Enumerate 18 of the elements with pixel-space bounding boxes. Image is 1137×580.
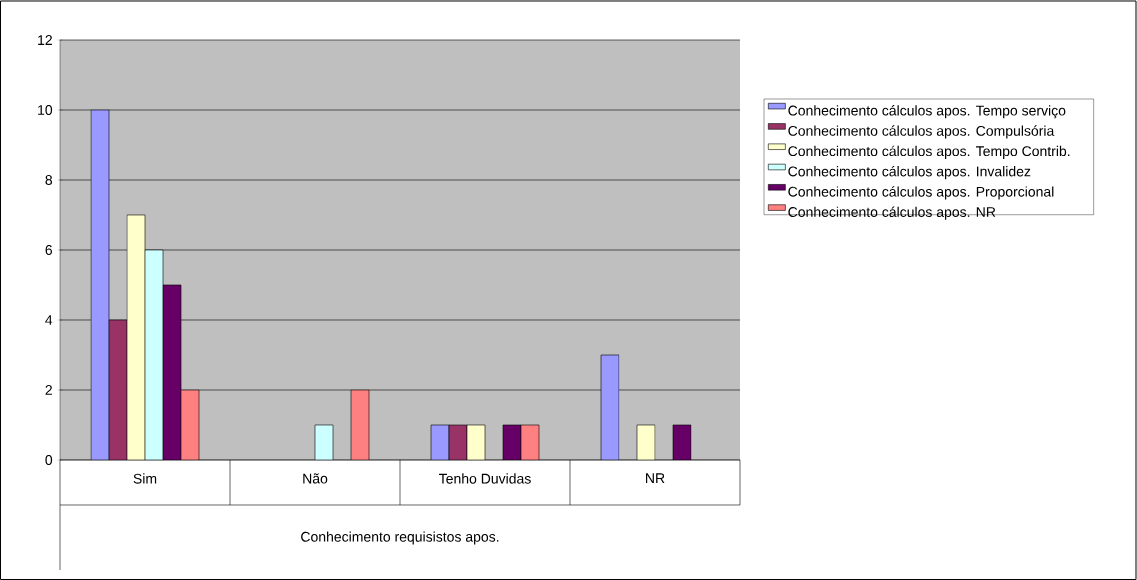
x-tick-label: Tenho Duvidas <box>439 473 531 484</box>
legend-label: Conhecimento cálculos apos. Tempo serviço <box>788 105 1066 119</box>
legend-label: Conhecimento cálculos apos. Invalidez <box>788 165 1031 180</box>
legend-label: Conhecimento cálculos apos. Tempo Contrib. <box>788 145 1070 159</box>
legend-label: Conhecimento cálculos apos. NR <box>788 206 996 220</box>
y-tick-label: 8 <box>45 175 53 185</box>
y-tick-label: 10 <box>38 105 53 115</box>
x-tick-label: NR <box>646 473 665 483</box>
y-tick-label: 4 <box>45 315 53 325</box>
y-tick-label: 0 <box>45 455 53 465</box>
y-tick-label: 12 <box>38 35 52 45</box>
y-tick-label: 6 <box>45 245 53 255</box>
x-tick-label: Sim <box>133 473 157 484</box>
legend-label: Conhecimento cálculos apos. Compulsória <box>788 125 1055 139</box>
y-tick-label: 2 <box>45 385 52 395</box>
x-tick-label: Não <box>303 473 328 484</box>
text: Conhecimento requisistos apos. <box>301 531 499 545</box>
legend-label: Conhecimento cálculos apos. Proporcional <box>788 186 1054 200</box>
